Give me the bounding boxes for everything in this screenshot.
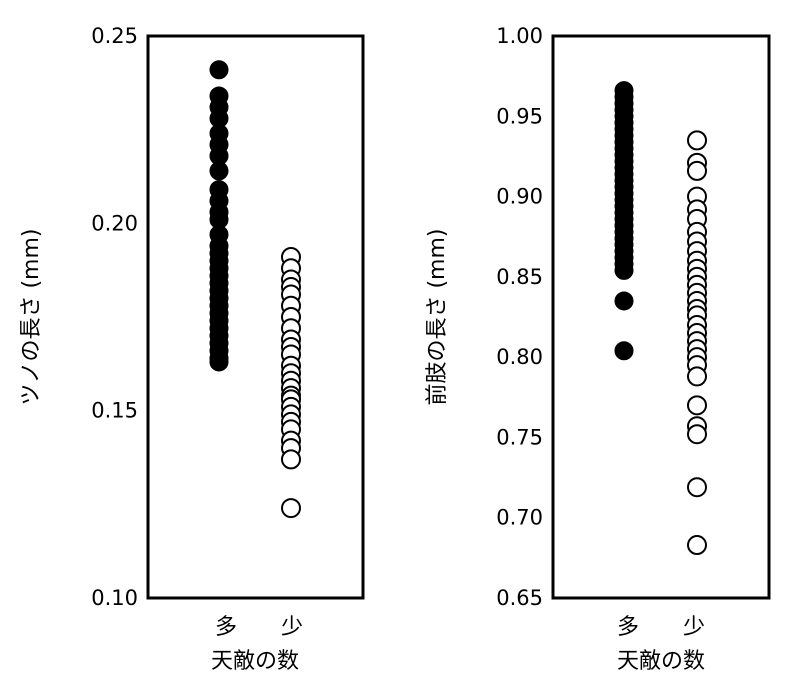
y-tick-labels-right: 0.65 0.70 0.75 0.80 0.85 0.90 0.95 1.00 bbox=[496, 24, 543, 610]
filled-data-point bbox=[209, 161, 229, 181]
data-points-right bbox=[614, 81, 707, 556]
x-tick-label: 多 bbox=[617, 615, 639, 640]
open-data-point bbox=[687, 424, 707, 445]
filled-data-point bbox=[614, 291, 634, 311]
y-axis-title-right: 前肢の長さ (mm) bbox=[425, 228, 450, 405]
x-tick-labels-right: 多少 bbox=[617, 615, 705, 640]
y-tick-label: 0.15 bbox=[91, 399, 138, 423]
y-axis-title-left: ツノの長さ (mm) bbox=[19, 228, 44, 405]
y-tick-label: 0.85 bbox=[496, 265, 543, 289]
open-data-point bbox=[687, 395, 707, 416]
y-tick-label: 0.90 bbox=[496, 185, 543, 209]
x-tick-label: 少 bbox=[683, 615, 705, 640]
plot-frame-left bbox=[146, 34, 365, 600]
filled-data-point bbox=[209, 60, 229, 80]
chart-left: 0.100.150.200.25 多少 ツノの長さ (mm) 天敵の数 bbox=[19, 24, 365, 674]
y-tick-label: 1.00 bbox=[496, 24, 543, 48]
plot-frame-right bbox=[551, 34, 771, 600]
open-data-point bbox=[687, 477, 707, 498]
x-tick-label: 多 bbox=[215, 615, 237, 640]
data-points-left bbox=[209, 60, 301, 519]
y-tick-label: 0.70 bbox=[496, 506, 543, 530]
x-tick-labels-left: 多少 bbox=[215, 615, 303, 640]
x-axis-title-right: 天敵の数 bbox=[617, 649, 705, 674]
open-data-point bbox=[281, 449, 301, 470]
filled-data-point bbox=[209, 352, 229, 372]
filled-data-point bbox=[614, 260, 634, 280]
chart-right: 0.650.700.750.800.850.900.951.00 多少 前肢の長… bbox=[425, 24, 771, 674]
y-tick-label: 0.95 bbox=[496, 104, 543, 128]
y-tick-label: 0.80 bbox=[496, 345, 543, 369]
y-tick-label: 0.10 bbox=[91, 586, 138, 610]
x-axis-title-left: 天敵の数 bbox=[211, 649, 299, 674]
y-tick-label: 0.25 bbox=[91, 24, 138, 48]
y-tick-labels-left: 0.10 0.15 0.20 0.25 bbox=[91, 24, 138, 610]
y-tick-label: 0.20 bbox=[91, 211, 138, 235]
open-data-point bbox=[687, 535, 707, 556]
open-data-point bbox=[687, 366, 707, 387]
y-tick-label: 0.65 bbox=[496, 586, 543, 610]
x-tick-label: 少 bbox=[281, 615, 303, 640]
filled-data-point bbox=[614, 341, 634, 361]
open-data-point bbox=[687, 130, 707, 151]
open-data-point bbox=[687, 160, 707, 181]
y-tick-label: 0.75 bbox=[496, 425, 543, 449]
open-data-point bbox=[281, 498, 301, 519]
